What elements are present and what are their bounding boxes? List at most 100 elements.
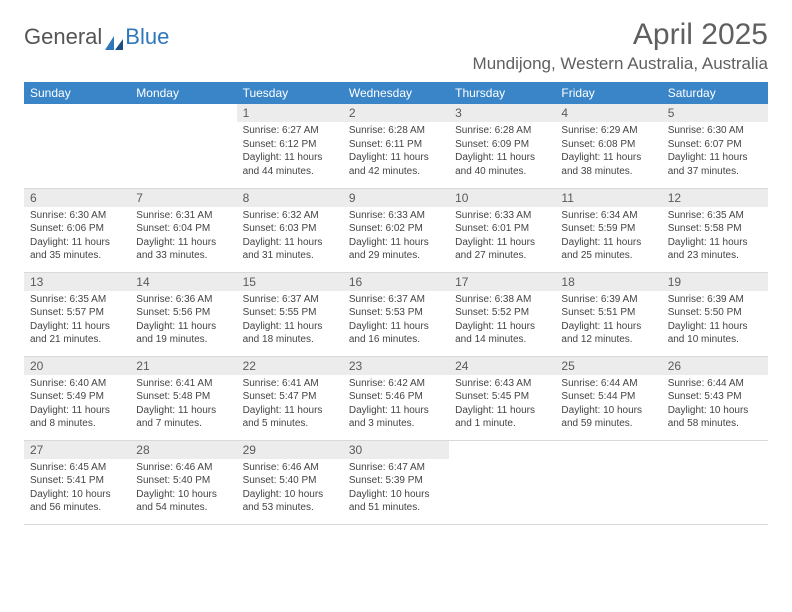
day-number: 28 xyxy=(130,441,236,459)
column-header: Sunday xyxy=(24,82,130,104)
calendar-cell: 19Sunrise: 6:39 AMSunset: 5:50 PMDayligh… xyxy=(662,272,768,356)
day-number: 21 xyxy=(130,357,236,375)
day-number: 29 xyxy=(237,441,343,459)
day-details: Sunrise: 6:39 AMSunset: 5:51 PMDaylight:… xyxy=(555,291,661,351)
calendar-cell: 9Sunrise: 6:33 AMSunset: 6:02 PMDaylight… xyxy=(343,188,449,272)
column-header: Wednesday xyxy=(343,82,449,104)
day-details: Sunrise: 6:29 AMSunset: 6:08 PMDaylight:… xyxy=(555,122,661,182)
calendar-cell: 2Sunrise: 6:28 AMSunset: 6:11 PMDaylight… xyxy=(343,104,449,188)
day-number: 6 xyxy=(24,189,130,207)
calendar-cell: 17Sunrise: 6:38 AMSunset: 5:52 PMDayligh… xyxy=(449,272,555,356)
day-number: 9 xyxy=(343,189,449,207)
day-details: Sunrise: 6:34 AMSunset: 5:59 PMDaylight:… xyxy=(555,207,661,267)
day-number: 17 xyxy=(449,273,555,291)
day-details: Sunrise: 6:41 AMSunset: 5:47 PMDaylight:… xyxy=(237,375,343,435)
day-details: Sunrise: 6:45 AMSunset: 5:41 PMDaylight:… xyxy=(24,459,130,519)
calendar-cell: 16Sunrise: 6:37 AMSunset: 5:53 PMDayligh… xyxy=(343,272,449,356)
calendar-cell: 13Sunrise: 6:35 AMSunset: 5:57 PMDayligh… xyxy=(24,272,130,356)
calendar-cell: 20Sunrise: 6:40 AMSunset: 5:49 PMDayligh… xyxy=(24,356,130,440)
day-number: 30 xyxy=(343,441,449,459)
calendar-cell: 12Sunrise: 6:35 AMSunset: 5:58 PMDayligh… xyxy=(662,188,768,272)
calendar-cell: 5Sunrise: 6:30 AMSunset: 6:07 PMDaylight… xyxy=(662,104,768,188)
day-details: Sunrise: 6:44 AMSunset: 5:43 PMDaylight:… xyxy=(662,375,768,435)
day-number: 14 xyxy=(130,273,236,291)
day-details: Sunrise: 6:40 AMSunset: 5:49 PMDaylight:… xyxy=(24,375,130,435)
calendar-cell: 21Sunrise: 6:41 AMSunset: 5:48 PMDayligh… xyxy=(130,356,236,440)
day-number: 18 xyxy=(555,273,661,291)
day-details: Sunrise: 6:44 AMSunset: 5:44 PMDaylight:… xyxy=(555,375,661,435)
day-number: 2 xyxy=(343,104,449,122)
day-number: 8 xyxy=(237,189,343,207)
brand-part2: Blue xyxy=(125,24,169,50)
calendar-cell: 1Sunrise: 6:27 AMSunset: 6:12 PMDaylight… xyxy=(237,104,343,188)
day-number: 16 xyxy=(343,273,449,291)
calendar-table: SundayMondayTuesdayWednesdayThursdayFrid… xyxy=(24,82,768,525)
calendar-cell: 3Sunrise: 6:28 AMSunset: 6:09 PMDaylight… xyxy=(449,104,555,188)
day-details: Sunrise: 6:30 AMSunset: 6:07 PMDaylight:… xyxy=(662,122,768,182)
day-number: 20 xyxy=(24,357,130,375)
day-details: Sunrise: 6:41 AMSunset: 5:48 PMDaylight:… xyxy=(130,375,236,435)
day-details: Sunrise: 6:46 AMSunset: 5:40 PMDaylight:… xyxy=(237,459,343,519)
day-number: 1 xyxy=(237,104,343,122)
day-number: 22 xyxy=(237,357,343,375)
column-header: Monday xyxy=(130,82,236,104)
calendar-cell xyxy=(449,440,555,524)
brand-part1: General xyxy=(24,24,102,50)
calendar-cell: 23Sunrise: 6:42 AMSunset: 5:46 PMDayligh… xyxy=(343,356,449,440)
day-details: Sunrise: 6:27 AMSunset: 6:12 PMDaylight:… xyxy=(237,122,343,182)
day-number: 7 xyxy=(130,189,236,207)
calendar-cell: 24Sunrise: 6:43 AMSunset: 5:45 PMDayligh… xyxy=(449,356,555,440)
column-header: Saturday xyxy=(662,82,768,104)
day-number: 4 xyxy=(555,104,661,122)
day-number: 19 xyxy=(662,273,768,291)
day-details: Sunrise: 6:46 AMSunset: 5:40 PMDaylight:… xyxy=(130,459,236,519)
page-title: April 2025 xyxy=(473,18,768,52)
day-number: 3 xyxy=(449,104,555,122)
column-header: Friday xyxy=(555,82,661,104)
calendar-cell: 26Sunrise: 6:44 AMSunset: 5:43 PMDayligh… xyxy=(662,356,768,440)
day-details: Sunrise: 6:28 AMSunset: 6:11 PMDaylight:… xyxy=(343,122,449,182)
day-details: Sunrise: 6:47 AMSunset: 5:39 PMDaylight:… xyxy=(343,459,449,519)
calendar-cell: 28Sunrise: 6:46 AMSunset: 5:40 PMDayligh… xyxy=(130,440,236,524)
day-details: Sunrise: 6:30 AMSunset: 6:06 PMDaylight:… xyxy=(24,207,130,267)
day-number: 5 xyxy=(662,104,768,122)
location-label: Mundijong, Western Australia, Australia xyxy=(473,54,768,74)
day-details: Sunrise: 6:39 AMSunset: 5:50 PMDaylight:… xyxy=(662,291,768,351)
calendar-cell: 10Sunrise: 6:33 AMSunset: 6:01 PMDayligh… xyxy=(449,188,555,272)
column-header: Tuesday xyxy=(237,82,343,104)
day-details: Sunrise: 6:36 AMSunset: 5:56 PMDaylight:… xyxy=(130,291,236,351)
day-details: Sunrise: 6:33 AMSunset: 6:02 PMDaylight:… xyxy=(343,207,449,267)
calendar-cell: 25Sunrise: 6:44 AMSunset: 5:44 PMDayligh… xyxy=(555,356,661,440)
calendar-cell: 27Sunrise: 6:45 AMSunset: 5:41 PMDayligh… xyxy=(24,440,130,524)
day-number: 26 xyxy=(662,357,768,375)
day-details: Sunrise: 6:33 AMSunset: 6:01 PMDaylight:… xyxy=(449,207,555,267)
day-number: 11 xyxy=(555,189,661,207)
day-details: Sunrise: 6:37 AMSunset: 5:53 PMDaylight:… xyxy=(343,291,449,351)
calendar-cell xyxy=(130,104,236,188)
calendar-cell: 6Sunrise: 6:30 AMSunset: 6:06 PMDaylight… xyxy=(24,188,130,272)
calendar-cell xyxy=(555,440,661,524)
calendar-cell: 7Sunrise: 6:31 AMSunset: 6:04 PMDaylight… xyxy=(130,188,236,272)
day-number: 27 xyxy=(24,441,130,459)
day-details: Sunrise: 6:38 AMSunset: 5:52 PMDaylight:… xyxy=(449,291,555,351)
day-details: Sunrise: 6:43 AMSunset: 5:45 PMDaylight:… xyxy=(449,375,555,435)
day-number: 15 xyxy=(237,273,343,291)
calendar-cell xyxy=(24,104,130,188)
column-header: Thursday xyxy=(449,82,555,104)
day-number: 24 xyxy=(449,357,555,375)
day-number: 25 xyxy=(555,357,661,375)
day-number: 12 xyxy=(662,189,768,207)
calendar-cell: 11Sunrise: 6:34 AMSunset: 5:59 PMDayligh… xyxy=(555,188,661,272)
calendar-cell: 8Sunrise: 6:32 AMSunset: 6:03 PMDaylight… xyxy=(237,188,343,272)
calendar-cell: 22Sunrise: 6:41 AMSunset: 5:47 PMDayligh… xyxy=(237,356,343,440)
calendar-cell: 29Sunrise: 6:46 AMSunset: 5:40 PMDayligh… xyxy=(237,440,343,524)
day-details: Sunrise: 6:42 AMSunset: 5:46 PMDaylight:… xyxy=(343,375,449,435)
calendar-cell: 18Sunrise: 6:39 AMSunset: 5:51 PMDayligh… xyxy=(555,272,661,356)
calendar-cell: 15Sunrise: 6:37 AMSunset: 5:55 PMDayligh… xyxy=(237,272,343,356)
day-details: Sunrise: 6:37 AMSunset: 5:55 PMDaylight:… xyxy=(237,291,343,351)
day-details: Sunrise: 6:31 AMSunset: 6:04 PMDaylight:… xyxy=(130,207,236,267)
day-details: Sunrise: 6:35 AMSunset: 5:58 PMDaylight:… xyxy=(662,207,768,267)
calendar-cell: 4Sunrise: 6:29 AMSunset: 6:08 PMDaylight… xyxy=(555,104,661,188)
day-number: 13 xyxy=(24,273,130,291)
day-number: 23 xyxy=(343,357,449,375)
